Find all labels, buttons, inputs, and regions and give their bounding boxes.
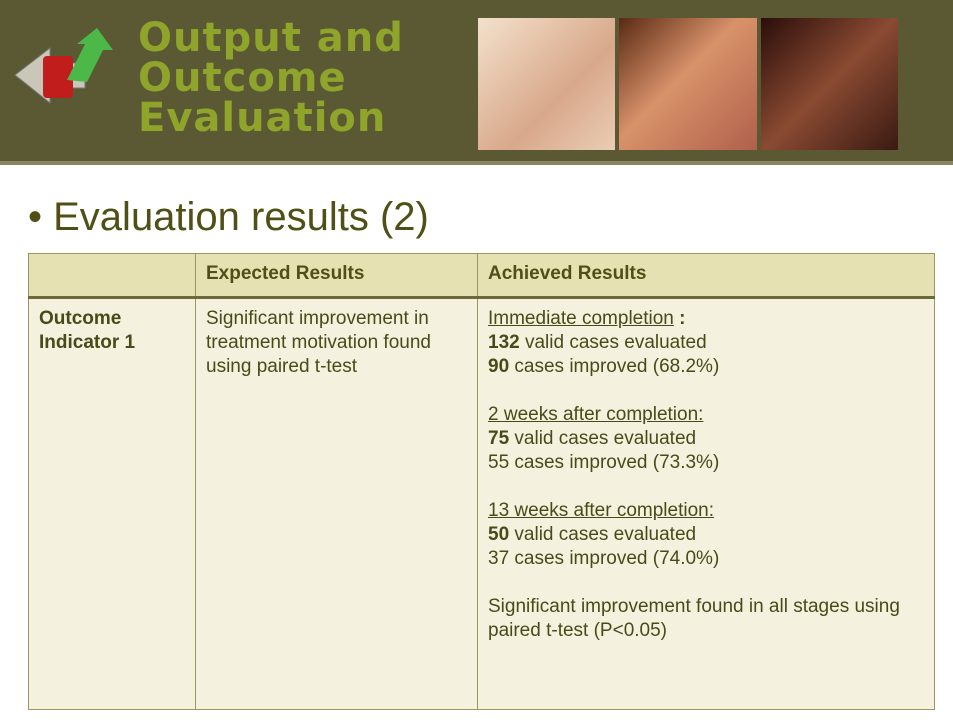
photo: [619, 18, 756, 150]
line-text: valid cases evaluated: [509, 524, 696, 545]
title-line: Evaluation: [138, 98, 404, 138]
photos: [478, 18, 898, 150]
result-block: 2 weeks after completion:75 valid cases …: [488, 403, 924, 475]
bold-number: 50: [488, 524, 509, 545]
heading-text: 2 weeks after completion:: [488, 404, 703, 425]
result-text: Significant improvement found in all sta…: [488, 595, 924, 643]
line-text: 37 cases improved (74.0%): [488, 548, 719, 569]
expected-cell: Significant improvement in treatment mot…: [196, 298, 478, 710]
title: Output and Outcome Evaluation: [138, 18, 404, 138]
result-line: 37 cases improved (74.0%): [488, 547, 924, 571]
bullet: • Evaluation results (2): [28, 195, 429, 240]
bold-number: 132: [488, 332, 520, 353]
results-table: Expected Results Achieved Results Outcom…: [28, 253, 935, 710]
result-heading: Immediate completion :: [488, 307, 924, 331]
line-text: 55 cases improved (73.3%): [488, 452, 719, 473]
header-band: Output and Outcome Evaluation: [0, 0, 953, 165]
photo: [478, 18, 615, 150]
heading-suffix: :: [674, 308, 686, 329]
title-line: Output and: [138, 18, 404, 58]
header-cell: Expected Results: [196, 254, 478, 298]
photo: [761, 18, 898, 150]
bullet-text: Evaluation results (2): [53, 195, 429, 239]
header-row: Expected Results Achieved Results: [29, 254, 935, 298]
title-line: Outcome: [138, 58, 404, 98]
arrow-icon: [5, 20, 135, 140]
body-row: Outcome Indicator 1 Significant improvem…: [29, 298, 935, 710]
result-line: 132 valid cases evaluated: [488, 331, 924, 355]
result-line: 90 cases improved (68.2%): [488, 355, 924, 379]
heading-text: Immediate completion: [488, 308, 674, 329]
result-line: 75 valid cases evaluated: [488, 427, 924, 451]
result-block: Immediate completion :132 valid cases ev…: [488, 307, 924, 379]
bold-number: 75: [488, 428, 509, 449]
result-line: 50 valid cases evaluated: [488, 523, 924, 547]
result-block: 13 weeks after completion:50 valid cases…: [488, 499, 924, 571]
line-text: valid cases evaluated: [520, 332, 707, 353]
bold-number: 90: [488, 356, 509, 377]
header-cell: Achieved Results: [478, 254, 935, 298]
line-text: valid cases evaluated: [509, 428, 696, 449]
result-heading: 13 weeks after completion:: [488, 499, 924, 523]
line-text: cases improved (68.2%): [509, 356, 719, 377]
result-block: Significant improvement found in all sta…: [488, 595, 924, 643]
result-line: 55 cases improved (73.3%): [488, 451, 924, 475]
heading-text: 13 weeks after completion:: [488, 500, 714, 521]
slide: Output and Outcome Evaluation • Evaluati…: [0, 0, 953, 720]
row-label: Outcome Indicator 1: [29, 298, 196, 710]
header-cell: [29, 254, 196, 298]
achieved-cell: Immediate completion :132 valid cases ev…: [478, 298, 935, 710]
arrow-up: [67, 28, 113, 82]
result-heading: 2 weeks after completion:: [488, 403, 924, 427]
